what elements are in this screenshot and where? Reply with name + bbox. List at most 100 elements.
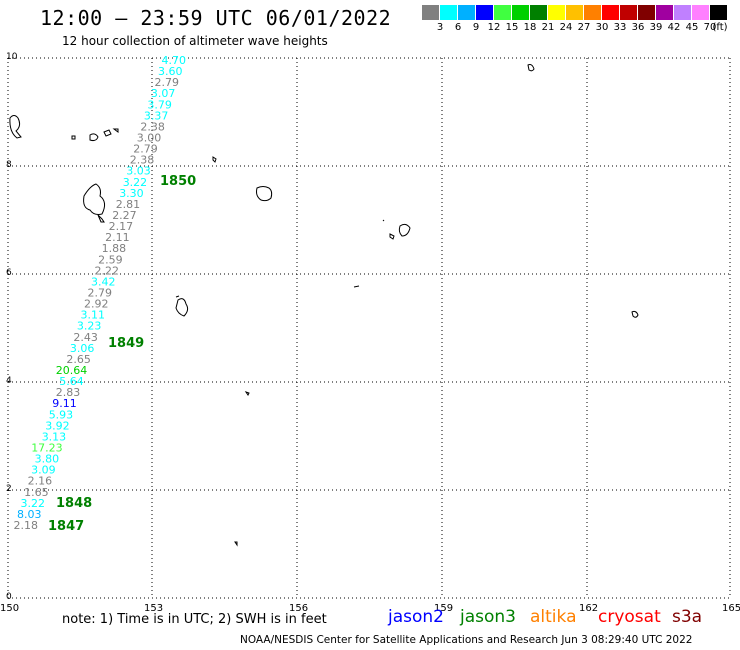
island-outline [83, 183, 106, 215]
wave-height-value: 5.64 [59, 375, 84, 388]
legend-label: 36 [631, 22, 645, 33]
wave-height-value: 2.27 [112, 209, 137, 222]
legend-swatch [494, 5, 511, 20]
legend-swatch [548, 5, 565, 20]
legend-label: 24 [559, 22, 573, 33]
satellite-name-altika: altika [530, 607, 577, 627]
legend-swatch [638, 5, 655, 20]
y-tick-label: 0 [6, 592, 12, 602]
legend-label: 18 [523, 22, 537, 33]
wave-height-value: 3.22 [21, 497, 46, 510]
legend-label: 45 [685, 22, 699, 33]
legend-label: 6 [454, 22, 462, 33]
page-title: 12:00 – 23:59 UTC 06/01/2022 [40, 6, 392, 30]
wave-height-value: 4.70 [162, 54, 187, 67]
wave-height-value: 3.37 [144, 109, 169, 122]
wave-height-value: 3.09 [31, 464, 56, 477]
wave-height-value: 2.18 [14, 519, 39, 532]
legend-label: 12 [487, 22, 501, 33]
wave-height-value: 9.11 [52, 397, 77, 410]
satellite-name-cryosat: cryosat [598, 607, 661, 627]
island-outline [382, 219, 411, 240]
legend-swatch [566, 5, 583, 20]
color-legend: 3 6 9 12 15 18 21 24 27 30 33 36 39 42 45 70 (ft) [422, 5, 728, 35]
x-tick-label: 150 [0, 603, 20, 614]
x-tick-label: 156 [289, 603, 309, 614]
legend-label: 33 [613, 22, 627, 33]
y-tick-label: 10 [6, 52, 18, 62]
wave-height-value: 2.16 [28, 475, 53, 488]
island-outline [527, 64, 535, 72]
x-tick-label: 162 [579, 603, 599, 614]
legend-swatch [656, 5, 673, 20]
legend-label: 21 [541, 22, 555, 33]
island-outline [89, 133, 99, 142]
wave-height-value: 3.79 [147, 98, 172, 111]
wave-height-value: 3.11 [81, 309, 106, 322]
wave-height-value: 2.79 [88, 287, 113, 300]
x-tick-label: 165 [722, 603, 740, 614]
map-grid [7, 57, 731, 599]
wave-height-value: 1.88 [102, 242, 127, 255]
wave-height-value: 2.22 [95, 264, 120, 277]
legend-label: 70 [703, 22, 717, 33]
island-outline [9, 115, 22, 139]
wave-height-value: 2.11 [105, 231, 130, 244]
island-outline [631, 310, 639, 318]
legend-swatch [674, 5, 691, 20]
legend-label: 42 [667, 22, 681, 33]
wave-height-value: 3.30 [119, 187, 144, 200]
pass-time-label: 1848 [56, 496, 92, 511]
legend-swatch [512, 5, 529, 20]
wave-height-value: 3.60 [158, 65, 183, 78]
wave-height-value: 3.42 [91, 275, 116, 288]
legend-label: 15 [505, 22, 519, 33]
island-outline [97, 214, 105, 223]
pass-time-labels: 1850 1849 1848 1847 [48, 174, 196, 534]
y-tick-label: 8 [6, 160, 12, 170]
x-tick-label: 159 [434, 603, 454, 614]
island-outline [353, 285, 360, 288]
wave-height-value: 3.07 [151, 87, 176, 100]
island-outline [244, 391, 250, 396]
pass-time-label: 1850 [160, 174, 196, 189]
island-outline [212, 156, 217, 163]
legend-swatch [692, 5, 709, 20]
satellite-name-jason3: jason3 [460, 607, 516, 627]
wave-height-value: 2.79 [133, 143, 158, 156]
island-outlines [9, 64, 639, 547]
wave-height-value: 2.79 [155, 76, 180, 89]
satellite-name-s3a: s3a [672, 607, 703, 627]
wave-height-value: 2.59 [98, 253, 123, 266]
legend-swatch [440, 5, 457, 20]
wave-height-value: 3.00 [137, 132, 162, 145]
legend-swatch [458, 5, 475, 20]
wave-height-value: 2.92 [84, 298, 109, 311]
legend-swatch [620, 5, 637, 20]
island-outline [175, 295, 189, 317]
wave-height-value: 3.03 [126, 165, 151, 178]
wave-height-value: 3.06 [70, 342, 95, 355]
wave-height-value: 2.81 [116, 198, 141, 211]
legend-label: 30 [595, 22, 609, 33]
wave-height-value: 3.80 [35, 453, 60, 466]
wave-height-value: 1.65 [24, 486, 49, 499]
page-subtitle: 12 hour collection of altimeter wave hei… [62, 34, 328, 48]
wave-height-value: 2.43 [73, 331, 98, 344]
y-tick-label: 6 [6, 268, 12, 278]
wave-height-value: 17.23 [31, 442, 63, 455]
wave-height-value: 2.17 [109, 220, 134, 233]
wave-height-value: 3.13 [42, 430, 67, 443]
legend-swatch [710, 5, 727, 20]
legend-label: 39 [649, 22, 663, 33]
x-tick-label: 153 [144, 603, 164, 614]
y-tick-label: 4 [6, 376, 12, 386]
wave-height-value: 3.22 [123, 176, 148, 189]
wave-height-value: 3.92 [45, 419, 70, 432]
wave-height-value: 2.83 [56, 386, 81, 399]
legend-unit: (ft) [712, 22, 728, 33]
y-tick-label: 2 [6, 484, 12, 494]
legend-swatch [530, 5, 547, 20]
legend-label: 9 [472, 22, 480, 33]
